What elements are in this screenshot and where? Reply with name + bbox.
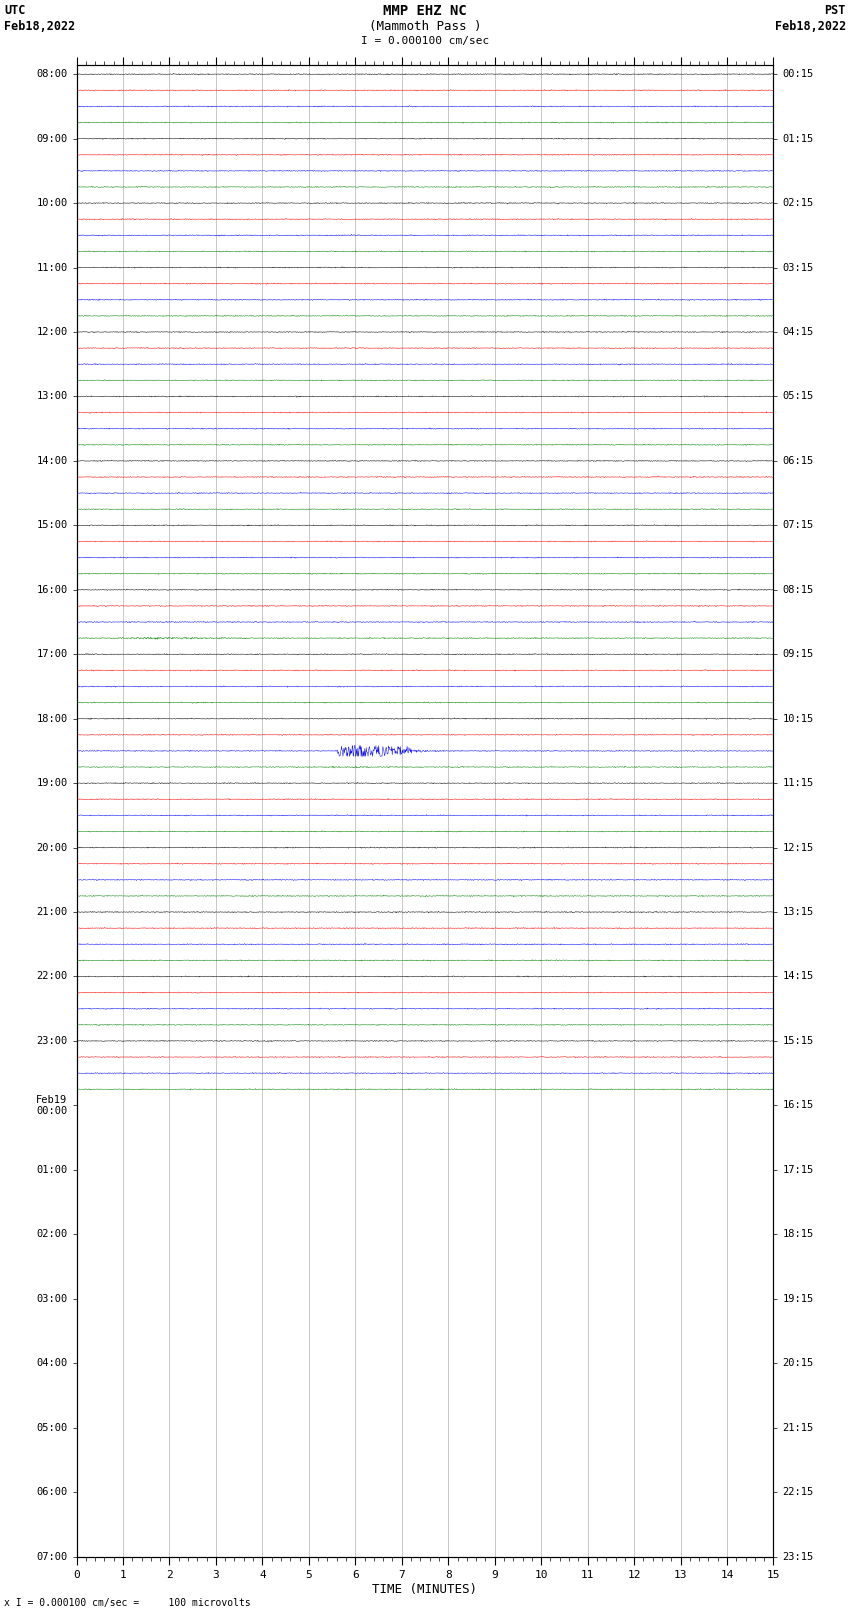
Text: I = 0.000100 cm/sec: I = 0.000100 cm/sec — [361, 37, 489, 47]
Text: PST: PST — [824, 5, 846, 18]
X-axis label: TIME (MINUTES): TIME (MINUTES) — [372, 1582, 478, 1595]
Text: UTC: UTC — [4, 5, 26, 18]
Text: x I = 0.000100 cm/sec =     100 microvolts: x I = 0.000100 cm/sec = 100 microvolts — [4, 1598, 251, 1608]
Text: MMP EHZ NC: MMP EHZ NC — [383, 5, 467, 18]
Text: Feb18,2022: Feb18,2022 — [774, 19, 846, 34]
Text: Feb18,2022: Feb18,2022 — [4, 19, 76, 34]
Text: (Mammoth Pass ): (Mammoth Pass ) — [369, 19, 481, 34]
